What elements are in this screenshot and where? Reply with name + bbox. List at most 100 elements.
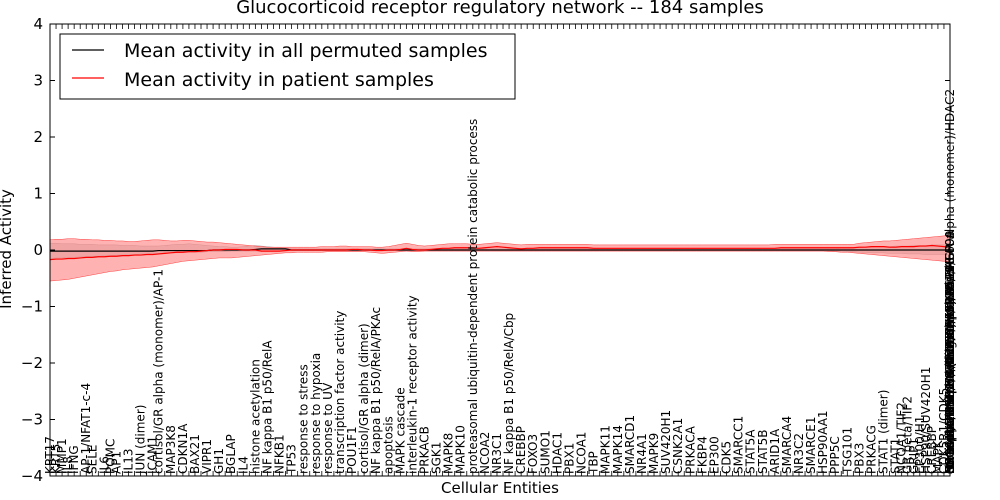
x-category-label: SUV420H1 [659,410,673,474]
x-category-label: GR alpha/HSP90/FKBP51/HSP90 [943,283,957,474]
x-category-label: FOXO3 [526,434,540,474]
x-category-label: FGG [943,449,957,475]
x-category-label: IFNG [67,445,81,474]
x-category-label: NCOA1 [575,432,589,474]
x-category-label: JUN (dimer) [134,405,148,475]
x-category-label: proteasomal ubiquitin-dependent protein … [466,119,480,474]
patient-mean-line [50,244,950,261]
x-category-label: NR3C2 [792,433,806,474]
x-category-label: IL6 [97,456,111,474]
x-category-label: NFKB1 [273,434,287,474]
x-category-label: SMARCD1 [623,415,637,474]
y-tick-label: −3 [21,411,43,429]
x-category-label: ARID1A [768,428,782,474]
x-category-label: transcription factor activity [333,311,347,474]
x-category-label: KRT17 [43,436,57,474]
legend-label-permuted: Mean activity in all permuted samples [124,40,487,62]
x-category-label: cortisol/GR alpha (monomer)/Src-1 [943,265,957,474]
x-category-label: NR3C1 [943,433,957,474]
x-category-label: MMP1 [55,438,69,474]
x-category-label: IL4 [236,456,250,474]
x-category-label: MAPK9 [647,433,661,474]
x-category-label: STAT1 [889,438,903,474]
x-category-label: MAPK10 [454,425,468,474]
x-category-label: PPP5C [828,436,842,474]
x-category-label: CREBBP [925,426,939,474]
x-category-label: cortisol/GR alpha (dimer)/p53 [943,296,957,474]
x-category-label: cortisol/GR alpha (monomer)/AP-1 [152,269,166,474]
legend: Mean activity in all permuted samples Me… [59,33,516,100]
x-category-label: chromatin remodeling [943,341,957,474]
chart-title: Glucocorticoid receptor regulatory netwo… [236,0,764,18]
x-axis: KRT17KRT5MMP1IL8IFNGAP-1/NFAT1-c-4SELEIL… [43,24,957,476]
x-category-label: KRT5 [49,444,63,474]
x-category-label: cortisol/GR alpha (monomer)/HSP90 [943,257,957,474]
x-category-label: GR alpha/BRG1/BAF155/BAF170/BAF60A [943,230,957,475]
x-category-label: PRKACG [864,425,878,474]
patient-band [50,235,950,282]
x-category-label: STAT5A [744,429,758,474]
x-category-label: cortisol/GR alpha (dimer) [357,323,371,474]
x-category-label: SELE [85,445,99,474]
x-category-label: IL8 [61,456,75,474]
x-category-label: NF kappa B1 p50/RelA/Cbp/cortisol/GR alp… [943,89,957,474]
x-category-label: HSP90AA1 [816,410,830,474]
y-tick-label: −2 [21,354,43,372]
x-category-label: IL13 [122,449,136,475]
x-category-label: MAPK11 [599,425,613,474]
x-category-label: NCOA2 [478,432,492,474]
y-tick-label: 1 [33,185,43,203]
x-category-label: MAPK14 [611,425,625,474]
y-tick-label: −1 [21,298,43,316]
x-category-label: HSP90/SUV420H1 [919,367,933,474]
x-category-label: NR3C1 [490,433,504,474]
x-category-label: VIPR1 [200,439,214,474]
x-category-label: AP1 [109,451,123,474]
x-category-label: FKBP4 [695,436,709,474]
x-axis-title: Cellular Entities [441,479,559,497]
y-axis: −4 −3 −2 −1 0 1 2 3 4 [21,15,950,485]
x-category-label: PRKACA [683,425,697,474]
x-category-label: BGLAP [224,434,238,474]
x-category-label: GR beta/TIF2 [901,396,915,474]
x-category-label: monocortisol [943,396,957,474]
x-category-label: response to hypoxia [309,353,323,474]
x-category-label: SMARCC1 [732,416,746,474]
x-category-label: MAP3K8 [164,425,178,474]
x-category-label: histone acetylation [248,359,262,474]
x-category-label: STAT1 (dimer) [877,390,891,474]
x-category-label: STAT5B [756,430,770,475]
x-category-label: CSNK2A1 [671,418,685,474]
x-category-label: CDKN1A [176,423,190,474]
x-category-label: CREBBP [514,426,528,474]
x-category-label: NF kappa B1 p50/RelA/Cbp [502,313,516,474]
x-category-label: MAPK cascade [393,387,407,474]
x-category-label: cortisol/GR alpha (dimer)/FKBP52/HSP90 [943,231,957,474]
y-tick-label: 2 [33,128,43,146]
plot-area [50,235,950,282]
x-category-label: response to stress [297,364,311,474]
x-category-label: SGK1 [430,442,444,474]
x-category-label: SUMO1 [538,430,552,474]
x-category-label: NR4A1 [635,433,649,474]
legend-box [59,33,516,100]
permuted-mean-line [50,248,950,252]
x-category-label: PRKACB [418,426,432,474]
x-category-label: CDK5 [720,441,734,474]
y-axis-title: Inferred Activity [0,189,15,309]
x-category-label: SMARCA4 [780,416,794,474]
x-category-label: HDAC1 [550,432,564,474]
x-category-label: TSG101 [840,427,854,475]
y-tick-label: 4 [33,15,43,33]
x-category-label: AP-1/NFAT1-c-4 [79,383,93,474]
x-category-label: NCOA1/TIF2 [895,402,909,474]
x-category-label: EP300 [707,436,721,474]
x-category-label: NF kappa B1 p50/RelA [260,340,274,474]
y-tick-label: 0 [33,241,43,259]
x-category-label: GR alpha/TSG101/PPP5C [943,326,957,474]
x-category-label: CDK5R1/CDK5 [937,388,951,474]
plot-content [50,235,950,282]
x-category-label: cortisol/GR alpha (monomer)/14-3-3 [943,257,957,474]
x-category-label: response to UV [321,382,335,474]
